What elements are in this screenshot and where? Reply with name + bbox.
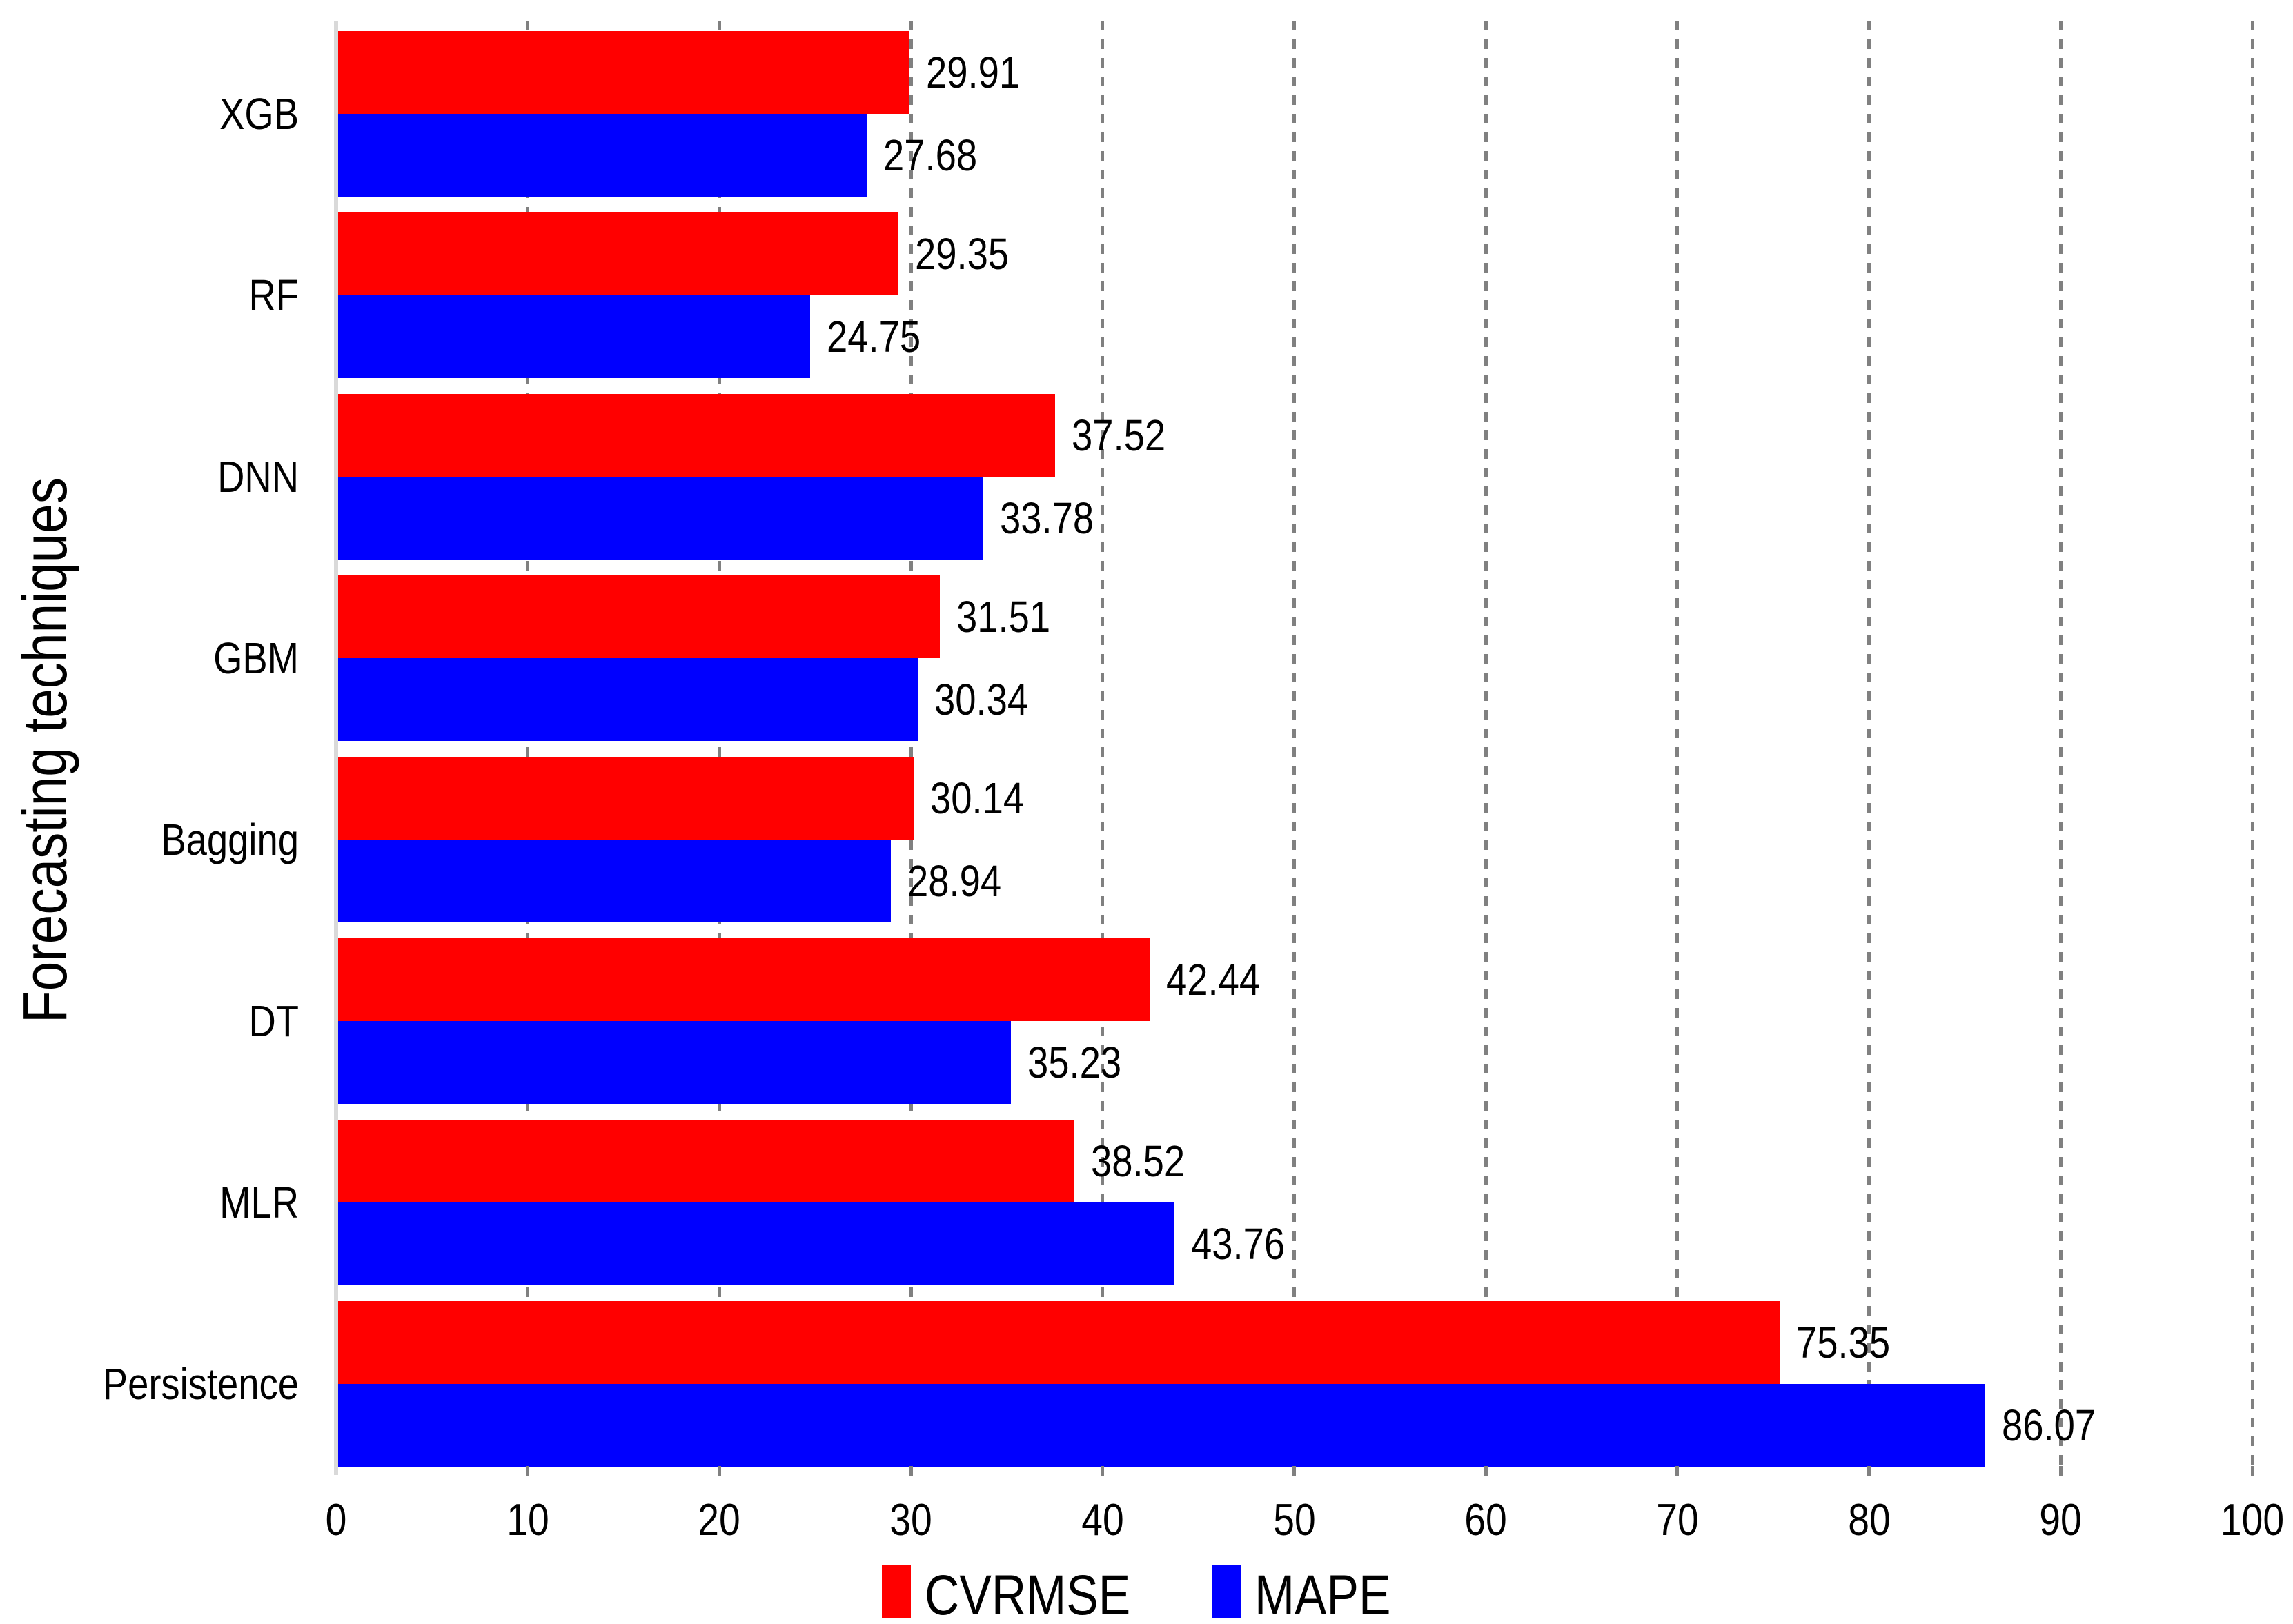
- value-label-dt-mape: 35.23: [1027, 1038, 1122, 1087]
- category-label-persistence: Persistence: [102, 1359, 299, 1409]
- gridline-20: [717, 21, 721, 1466]
- gridline-80: [1867, 21, 1871, 1466]
- legend-label-cvrmse: CVRMSE: [925, 1564, 1131, 1624]
- value-label-xgb-cvrmse: 29.91: [925, 48, 1020, 97]
- value-label-rf-mape: 24.75: [827, 312, 921, 362]
- bar-gbm-mape: [338, 658, 918, 741]
- y-axis-title-area: Forecasting techniques: [0, 0, 91, 1500]
- category-label-gbm: GBM: [213, 633, 299, 683]
- gridline-100: [2250, 21, 2254, 1466]
- legend-label-mape: MAPE: [1254, 1564, 1391, 1624]
- x-tick-30: [909, 1466, 913, 1476]
- y-axis-title: Forecasting techniques: [10, 477, 80, 1023]
- bar-gbm-cvrmse: [338, 575, 941, 658]
- x-tick-label-20: 20: [698, 1494, 741, 1545]
- value-label-bagging-cvrmse: 30.14: [929, 773, 1025, 823]
- value-label-dnn-mape: 33.78: [1000, 493, 1094, 543]
- bar-mlr-mape: [338, 1202, 1175, 1285]
- gridline-10: [526, 21, 530, 1466]
- x-tick-90: [2058, 1466, 2063, 1476]
- x-tick-label-0: 0: [325, 1494, 347, 1545]
- x-tick-label-60: 60: [1464, 1494, 1507, 1545]
- x-tick-label-50: 50: [1272, 1494, 1316, 1545]
- category-label-rf: RF: [248, 270, 299, 320]
- bar-rf-cvrmse: [338, 212, 899, 295]
- category-label-xgb: XGB: [219, 89, 299, 139]
- bar-xgb-mape: [338, 114, 867, 197]
- bar-xgb-cvrmse: [338, 31, 909, 114]
- gridline-60: [1484, 21, 1488, 1466]
- bar-rf-mape: [338, 295, 811, 378]
- bar-dnn-mape: [338, 477, 984, 560]
- bar-dt-mape: [338, 1021, 1012, 1104]
- value-label-mlr-mape: 43.76: [1191, 1219, 1286, 1269]
- bar-bagging-cvrmse: [338, 757, 914, 840]
- category-label-bagging: Bagging: [161, 815, 299, 864]
- gridline-90: [2058, 21, 2063, 1466]
- category-label-dnn: DNN: [217, 452, 299, 502]
- x-tick-80: [1867, 1466, 1871, 1476]
- x-tick-label-100: 100: [2220, 1494, 2285, 1545]
- legend-swatch-mape: [1212, 1565, 1241, 1618]
- category-label-dt: DT: [248, 996, 299, 1046]
- x-tick-50: [1292, 1466, 1296, 1476]
- bar-dt-cvrmse: [338, 938, 1150, 1021]
- bar-persistence-mape: [338, 1384, 1986, 1467]
- x-tick-70: [1675, 1466, 1680, 1476]
- bar-persistence-cvrmse: [338, 1301, 1780, 1384]
- x-tick-label-10: 10: [506, 1494, 549, 1545]
- x-tick-label-30: 30: [889, 1494, 932, 1545]
- category-label-mlr: MLR: [219, 1178, 299, 1227]
- gridline-70: [1675, 21, 1680, 1466]
- value-label-xgb-mape: 27.68: [883, 130, 977, 180]
- bar-bagging-mape: [338, 840, 891, 922]
- value-label-bagging-mape: 28.94: [907, 856, 1001, 906]
- value-label-gbm-mape: 30.34: [934, 675, 1028, 724]
- x-tick-10: [526, 1466, 530, 1476]
- value-label-mlr-cvrmse: 38.52: [1090, 1136, 1185, 1186]
- value-label-gbm-cvrmse: 31.51: [956, 592, 1051, 642]
- bar-mlr-cvrmse: [338, 1120, 1074, 1202]
- x-tick-60: [1484, 1466, 1488, 1476]
- x-tick-40: [1101, 1466, 1105, 1476]
- legend-swatch-cvrmse: [882, 1565, 911, 1618]
- x-tick-label-40: 40: [1081, 1494, 1124, 1545]
- x-tick-label-70: 70: [1656, 1494, 1699, 1545]
- x-tick-100: [2250, 1466, 2254, 1476]
- gridline-30: [909, 21, 913, 1466]
- value-label-dnn-cvrmse: 37.52: [1071, 410, 1166, 460]
- y-axis-line: [334, 21, 338, 1475]
- value-label-persistence-cvrmse: 75.35: [1796, 1318, 1891, 1367]
- x-tick-label-80: 80: [1847, 1494, 1891, 1545]
- bar-dnn-cvrmse: [338, 394, 1055, 477]
- x-tick-label-90: 90: [2039, 1494, 2083, 1545]
- x-tick-20: [717, 1466, 721, 1476]
- value-label-dt-cvrmse: 42.44: [1165, 955, 1260, 1004]
- gridline-40: [1101, 21, 1105, 1466]
- value-label-rf-cvrmse: 29.35: [915, 229, 1010, 279]
- gridline-50: [1292, 21, 1296, 1466]
- value-label-persistence-mape: 86.07: [2002, 1400, 2096, 1450]
